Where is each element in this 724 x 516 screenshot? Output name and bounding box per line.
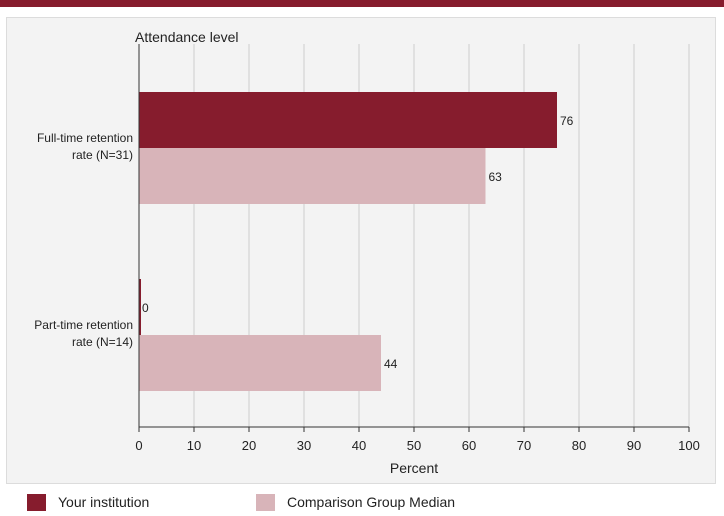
x-tick-label-80: 80 [572, 438, 586, 453]
x-tick-label-90: 90 [627, 438, 641, 453]
legend-item-your-institution: Your institution [27, 490, 149, 514]
data-label-0-1: 0 [142, 301, 149, 315]
x-tick-label-50: 50 [407, 438, 421, 453]
x-axis-label: Percent [390, 460, 438, 476]
bar-your-institution-0 [139, 92, 557, 148]
legend-label-comparison-group-median: Comparison Group Median [287, 494, 456, 510]
x-tick-label-30: 30 [297, 438, 311, 453]
data-label-0-0: 76 [560, 114, 574, 128]
data-label-1-0: 63 [489, 170, 503, 184]
category-label-0-line-0: Full-time retention [37, 131, 133, 145]
category-label-1-line-0: Part-time retention [34, 318, 133, 332]
legend-label-your-institution: Your institution [58, 494, 150, 510]
chart-title: Attendance level [135, 29, 239, 45]
category-label-1-line-1: rate (N=14) [72, 335, 133, 349]
bar-comparison-median-1 [139, 335, 381, 391]
x-tick-label-10: 10 [187, 438, 201, 453]
top-accent-rule [0, 0, 724, 7]
data-label-1-1: 44 [384, 357, 398, 371]
category-label-0-line-1: rate (N=31) [72, 148, 133, 162]
bar-comparison-median-0 [139, 148, 486, 204]
x-tick-label-100: 100 [678, 438, 700, 453]
bar-your-institution-1 [139, 279, 141, 335]
x-tick-label-0: 0 [135, 438, 142, 453]
x-tick-label-60: 60 [462, 438, 476, 453]
x-tick-label-20: 20 [242, 438, 256, 453]
x-tick-label-40: 40 [352, 438, 366, 453]
x-tick-label-70: 70 [517, 438, 531, 453]
legend-swatch-your-institution [27, 493, 46, 511]
legend-item-comparison-group-median: Comparison Group Median [256, 490, 455, 514]
legend-swatch-comparison-group-median [256, 493, 275, 511]
